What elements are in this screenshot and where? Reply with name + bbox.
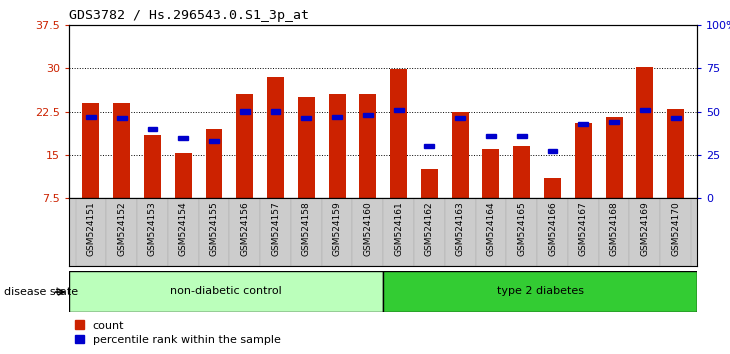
Text: GSM524170: GSM524170	[671, 202, 680, 256]
Bar	[260, 198, 291, 266]
Text: GSM524162: GSM524162	[425, 202, 434, 256]
Bar	[421, 169, 438, 198]
Bar	[229, 198, 260, 266]
Bar	[107, 198, 137, 266]
Text: non-diabetic control: non-diabetic control	[170, 286, 283, 296]
Bar	[483, 149, 499, 198]
Bar	[667, 109, 684, 198]
Bar	[414, 198, 445, 266]
Bar	[147, 127, 158, 131]
Bar	[517, 134, 526, 138]
Bar	[328, 94, 345, 198]
Bar	[75, 198, 107, 266]
Bar	[298, 97, 315, 198]
Bar	[660, 198, 691, 266]
Text: GSM524161: GSM524161	[394, 202, 403, 256]
Text: disease state: disease state	[4, 287, 78, 297]
Text: GSM524165: GSM524165	[518, 202, 526, 256]
Bar	[445, 198, 475, 266]
Bar	[629, 198, 660, 266]
Legend: count, percentile rank within the sample: count, percentile rank within the sample	[75, 320, 280, 345]
Text: GSM524154: GSM524154	[179, 202, 188, 256]
Text: GSM524166: GSM524166	[548, 202, 557, 256]
Bar	[578, 122, 588, 126]
Bar	[168, 198, 199, 266]
Bar	[82, 103, 99, 198]
Text: GDS3782 / Hs.296543.0.S1_3p_at: GDS3782 / Hs.296543.0.S1_3p_at	[69, 9, 310, 22]
Text: GSM524153: GSM524153	[148, 202, 157, 256]
Bar	[117, 116, 126, 120]
Bar	[393, 108, 404, 112]
Bar	[332, 115, 342, 119]
Bar	[452, 112, 469, 198]
Bar	[390, 69, 407, 198]
Text: type 2 diabetes: type 2 diabetes	[496, 286, 584, 296]
Text: GSM524168: GSM524168	[610, 202, 618, 256]
Bar	[568, 198, 599, 266]
Bar	[209, 139, 219, 143]
Text: GSM524164: GSM524164	[486, 202, 496, 256]
Bar	[237, 94, 253, 198]
Bar	[113, 103, 130, 198]
Text: GSM524158: GSM524158	[301, 202, 311, 256]
Text: GSM524159: GSM524159	[333, 202, 342, 256]
Bar	[240, 109, 250, 114]
Bar	[301, 116, 311, 120]
Bar	[174, 153, 192, 198]
Bar	[199, 198, 229, 266]
Bar	[86, 115, 96, 119]
Bar	[359, 94, 377, 198]
Text: GSM524157: GSM524157	[271, 202, 280, 256]
Bar	[456, 116, 465, 120]
Bar	[513, 146, 530, 198]
Text: GSM524152: GSM524152	[118, 202, 126, 256]
Bar	[544, 178, 561, 198]
Bar	[671, 116, 680, 120]
Bar	[599, 198, 629, 266]
Bar	[383, 198, 414, 266]
Bar	[322, 198, 353, 266]
Text: GSM524151: GSM524151	[86, 202, 96, 256]
Text: GSM524156: GSM524156	[240, 202, 249, 256]
Bar	[640, 108, 650, 112]
Bar	[475, 198, 507, 266]
Bar	[271, 109, 280, 114]
Bar	[206, 129, 223, 198]
Bar	[353, 198, 383, 266]
Bar	[69, 271, 383, 312]
Text: GSM524169: GSM524169	[640, 202, 649, 256]
Bar	[144, 135, 161, 198]
Bar	[609, 120, 619, 124]
Text: GSM524160: GSM524160	[364, 202, 372, 256]
Bar	[575, 123, 592, 198]
Text: GSM524167: GSM524167	[579, 202, 588, 256]
Text: GSM524155: GSM524155	[210, 202, 218, 256]
Bar	[486, 134, 496, 138]
Bar	[137, 198, 168, 266]
Bar	[363, 113, 373, 117]
Bar	[178, 136, 188, 139]
Bar	[383, 271, 697, 312]
Bar	[637, 67, 653, 198]
Bar	[606, 117, 623, 198]
Bar	[537, 198, 568, 266]
Bar	[424, 144, 434, 148]
Bar	[507, 198, 537, 266]
Bar	[291, 198, 322, 266]
Bar	[548, 149, 558, 153]
Text: GSM524163: GSM524163	[456, 202, 465, 256]
Bar	[267, 77, 284, 198]
